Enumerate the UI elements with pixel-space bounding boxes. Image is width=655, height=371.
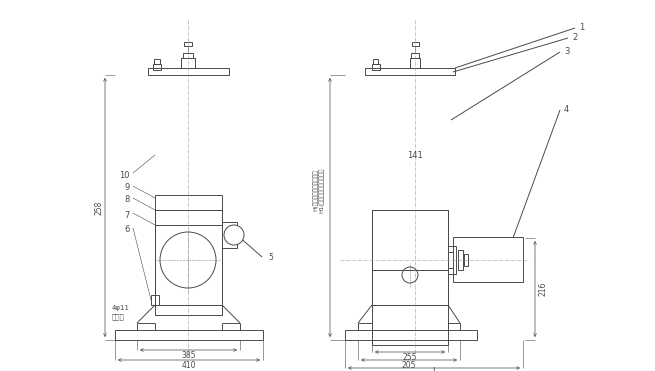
- Text: 安装孔: 安装孔: [112, 314, 124, 320]
- Text: H1(活塞运动到上限位置）: H1(活塞运动到上限位置）: [319, 167, 325, 213]
- Bar: [372, 210, 448, 345]
- Text: 385: 385: [181, 351, 196, 359]
- Text: 4: 4: [564, 105, 569, 115]
- Bar: [148, 68, 229, 75]
- Text: 410: 410: [181, 361, 196, 370]
- Circle shape: [224, 225, 244, 245]
- Bar: [412, 42, 419, 46]
- Bar: [181, 58, 195, 68]
- Text: H(活塞运动到下限位置）: H(活塞运动到下限位置）: [313, 169, 319, 211]
- Bar: [154, 59, 160, 64]
- Text: 2: 2: [572, 33, 577, 43]
- Bar: [155, 195, 222, 315]
- Bar: [184, 42, 192, 46]
- Text: 8: 8: [124, 196, 130, 204]
- Text: 9: 9: [124, 184, 130, 193]
- Text: L: L: [432, 368, 436, 371]
- Text: 4φ11: 4φ11: [112, 305, 130, 311]
- Bar: [411, 53, 419, 58]
- Bar: [448, 246, 456, 274]
- Bar: [410, 58, 420, 68]
- Bar: [372, 270, 448, 305]
- Bar: [153, 64, 161, 70]
- Bar: [365, 68, 455, 75]
- Bar: [155, 210, 222, 225]
- Text: 141: 141: [407, 151, 423, 160]
- Text: 10: 10: [119, 171, 130, 180]
- Bar: [458, 250, 463, 270]
- Text: 255: 255: [403, 352, 417, 361]
- Text: 5: 5: [268, 253, 273, 262]
- Bar: [155, 210, 222, 305]
- Bar: [373, 59, 378, 64]
- Text: 216: 216: [538, 282, 548, 296]
- Text: 3: 3: [564, 47, 569, 56]
- Text: 6: 6: [124, 226, 130, 234]
- Bar: [453, 237, 523, 282]
- Bar: [464, 254, 468, 266]
- Text: 1: 1: [579, 23, 584, 33]
- Bar: [151, 295, 159, 305]
- Bar: [115, 330, 263, 340]
- Text: 205: 205: [402, 361, 416, 370]
- Text: 7: 7: [124, 210, 130, 220]
- Bar: [372, 210, 448, 270]
- Bar: [183, 53, 193, 58]
- Bar: [345, 330, 477, 340]
- Bar: [372, 64, 380, 70]
- Text: 258: 258: [94, 200, 103, 215]
